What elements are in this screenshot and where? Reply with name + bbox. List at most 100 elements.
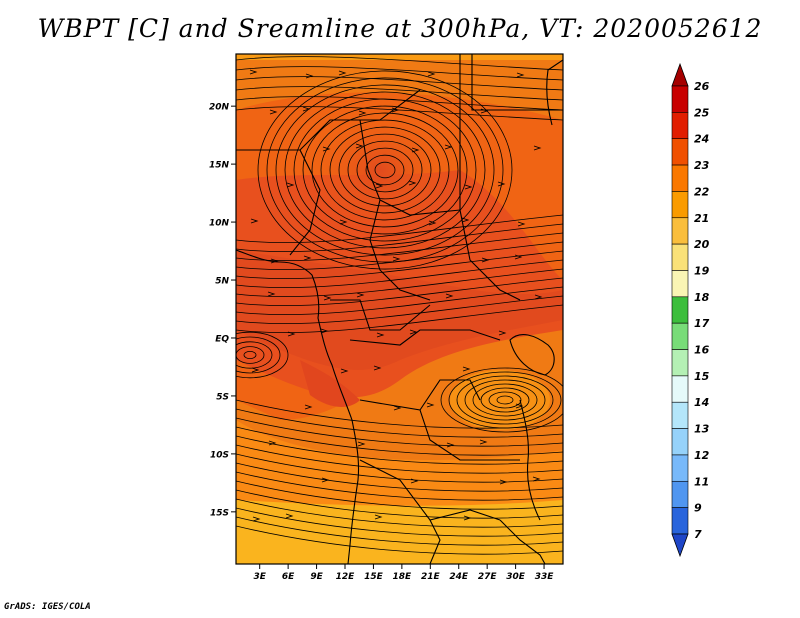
flow-arrowhead xyxy=(320,328,329,334)
colorbar-legend: 26 25 24 23 22 21 20 19 18 17 16 15 14 13 12 11 9 7 xyxy=(671,62,710,558)
streamline xyxy=(236,507,563,537)
streamline xyxy=(448,371,562,429)
flow-arrowhead xyxy=(499,479,508,485)
colorbar-label: 13 xyxy=(694,423,710,436)
chart-title: WBPT [C] and Sreamline at 300hPa, VT: 20… xyxy=(37,14,763,43)
streamline xyxy=(236,498,563,528)
colorbar-label: 20 xyxy=(694,238,710,251)
flow-arrowhead xyxy=(269,109,278,115)
flow-arrowhead xyxy=(479,439,488,445)
streamline xyxy=(236,223,563,253)
streamlines-layer xyxy=(236,56,563,555)
streamline xyxy=(347,140,423,200)
colorbar-swatch xyxy=(671,349,689,377)
colorbar-swatch xyxy=(671,296,689,324)
streamline xyxy=(236,516,563,546)
flow-arrowhead xyxy=(534,294,543,300)
flow-arrowhead xyxy=(393,405,402,411)
flow-arrowhead xyxy=(408,180,417,186)
flow-arrowhead xyxy=(533,145,542,151)
flow-arrowhead xyxy=(355,143,364,149)
streamline xyxy=(236,56,563,71)
lat-tick-label: 5S xyxy=(216,392,229,402)
lon-tick-label: 3E xyxy=(253,572,266,582)
streamline xyxy=(338,133,432,207)
streamline xyxy=(236,341,273,369)
colorbar-label: 15 xyxy=(694,370,710,383)
colorbar-label: 11 xyxy=(694,475,709,488)
flow-arrowhead xyxy=(373,365,382,371)
colorbar-swatch xyxy=(671,322,689,350)
colorbar-label: 17 xyxy=(694,317,710,330)
flow-arrowhead xyxy=(287,331,296,337)
flow-arrowhead xyxy=(411,147,420,153)
colorbar-label: 14 xyxy=(694,396,709,409)
streamline xyxy=(284,91,486,249)
flow-arrowhead xyxy=(285,513,294,519)
colorbar-swatch xyxy=(671,85,689,113)
flow-arrowhead xyxy=(516,72,525,78)
colorbar-swatch xyxy=(671,428,689,456)
streamline xyxy=(236,66,563,81)
streamline xyxy=(236,259,563,289)
flow-arrowhead xyxy=(305,73,314,79)
streamline xyxy=(236,286,563,316)
flow-arrowhead xyxy=(445,293,454,299)
streamline xyxy=(236,250,563,280)
colorbar-swatch xyxy=(671,507,689,535)
streamline xyxy=(236,480,563,510)
streamline xyxy=(236,471,563,501)
flow-arrowhead xyxy=(338,70,347,76)
streamline xyxy=(243,351,257,359)
streamline xyxy=(236,417,563,447)
flow-arrowhead xyxy=(374,514,383,520)
streamline xyxy=(236,295,563,325)
colorbar-swatch xyxy=(671,375,689,403)
streamline xyxy=(329,126,441,214)
flow-arrowhead xyxy=(461,217,470,223)
streamline xyxy=(236,408,563,438)
streamline xyxy=(356,147,414,193)
lon-tick-label: 33E xyxy=(535,572,555,582)
colorbar-cap-bottom xyxy=(671,533,689,558)
colorbar-swatch xyxy=(671,217,689,245)
lon-tick-label: 30E xyxy=(506,572,526,582)
streamline xyxy=(236,525,563,555)
map-frame xyxy=(235,53,564,565)
flow-arrowhead xyxy=(321,477,330,483)
streamline xyxy=(464,379,546,421)
flow-arrowhead xyxy=(250,218,259,224)
colorbar-label: 22 xyxy=(694,185,710,198)
streamline xyxy=(320,119,450,221)
colorbar-swatch xyxy=(671,243,689,271)
colorbar-label: 16 xyxy=(694,344,710,357)
flow-arrowhead xyxy=(304,404,313,410)
flow-arrowhead xyxy=(375,183,384,189)
lon-tick-label: 9E xyxy=(310,572,323,582)
colorbar-label: 24 xyxy=(694,133,709,146)
flow-arrowhead xyxy=(514,254,523,260)
flow-arrowhead xyxy=(410,478,419,484)
flow-arrowhead xyxy=(268,440,277,446)
colorbar-label: 25 xyxy=(694,106,710,119)
colorbar-label: 26 xyxy=(694,80,710,93)
flow-arrowhead xyxy=(267,291,276,297)
lon-tick-label: 15E xyxy=(364,572,384,582)
colorbar-label: 21 xyxy=(694,212,709,225)
flow-arrowhead xyxy=(391,107,400,113)
streamline xyxy=(236,214,563,244)
flow-arrowhead xyxy=(249,69,258,75)
flow-arrowhead xyxy=(498,330,507,336)
flow-arrowhead xyxy=(270,258,279,264)
streamline xyxy=(236,426,563,456)
flow-arrowhead xyxy=(481,257,490,263)
flow-arrowhead xyxy=(286,182,295,188)
streamline xyxy=(236,399,563,429)
streamline xyxy=(472,383,538,417)
flow-arrowhead xyxy=(302,106,311,112)
colorbar-swatch xyxy=(671,454,689,482)
colorbar-label: 9 xyxy=(694,502,702,515)
streamline xyxy=(275,84,495,256)
streamline xyxy=(293,98,477,242)
streamline xyxy=(236,489,563,519)
